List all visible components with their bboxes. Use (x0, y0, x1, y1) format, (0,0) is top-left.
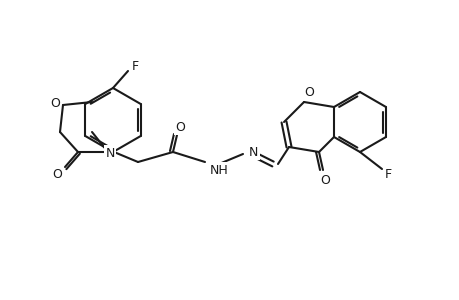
Text: O: O (319, 173, 329, 187)
Text: O: O (50, 97, 60, 110)
Text: O: O (52, 169, 62, 182)
Text: F: F (131, 59, 138, 73)
Text: O: O (303, 85, 313, 98)
Text: F: F (384, 167, 391, 181)
Text: NH: NH (210, 164, 228, 176)
Text: O: O (175, 121, 185, 134)
Text: N: N (248, 146, 258, 158)
Text: N: N (105, 146, 114, 160)
